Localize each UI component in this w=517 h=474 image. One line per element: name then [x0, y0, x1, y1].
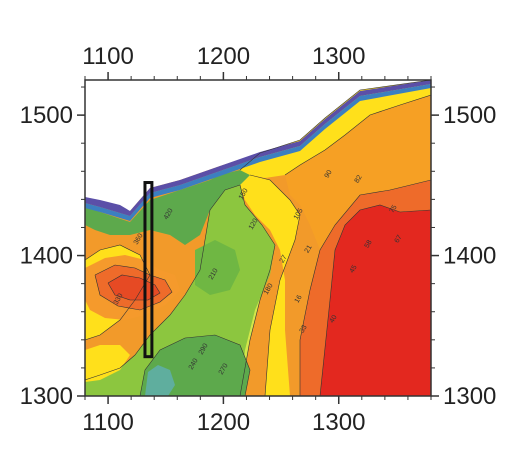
band-teal-bottom — [145, 365, 175, 396]
plot-frame — [84, 79, 432, 397]
band-darkorange-right — [300, 180, 431, 396]
x-tick-label-top: 1300 — [312, 43, 365, 70]
band-red-right — [320, 205, 431, 396]
band-darkgreen-top — [85, 170, 250, 245]
band-orange-upperright — [285, 95, 431, 250]
contour-value-label: 45 — [349, 264, 359, 274]
contour-value-label: 210 — [208, 267, 220, 281]
contour-lines — [85, 80, 431, 396]
contour-value-label: 27 — [279, 254, 289, 264]
contour-surface — [85, 80, 431, 396]
contour-value-label: 330 — [113, 292, 125, 306]
contour-value-label: 16 — [294, 294, 304, 304]
contour-value-label: 75 — [389, 204, 399, 214]
contour-value-label: 240 — [188, 357, 200, 371]
contour-value-label: 360 — [133, 232, 145, 246]
contour-value-label: 58 — [364, 239, 374, 249]
band-green-pocket — [195, 240, 240, 295]
contour-value-label: 270 — [218, 362, 230, 376]
contour-labels: 16 21 27 33 40 45 58 67 75 82 90 105 120 150 180 210 240… — [113, 169, 404, 376]
contour-value-label: 420 — [163, 207, 175, 221]
contour-value-label: 120 — [248, 217, 260, 231]
x-tick-label-bottom: 1200 — [197, 409, 250, 436]
contour-value-label: 105 — [293, 207, 305, 221]
contour-value-label: 180 — [263, 282, 275, 296]
band-red-leftcore — [108, 275, 160, 300]
contour-value-label: 21 — [304, 244, 314, 254]
y-tick-label-left: 1400 — [20, 243, 73, 270]
highlight-box — [143, 181, 154, 359]
contour-value-label: 40 — [329, 314, 339, 324]
axes: 1100 1100 1200 1200 1300 1300 1300 1300 1400 1400… — [20, 43, 497, 436]
contour-value-label: 82 — [354, 174, 364, 184]
band-yellow-ridge — [240, 175, 300, 396]
contour-value-label: 90 — [324, 169, 334, 179]
x-tick-label-top: 1200 — [197, 43, 250, 70]
contour-value-label: 33 — [299, 324, 309, 334]
contour-value-label: 67 — [394, 234, 404, 244]
contour-value-label: 150 — [238, 187, 250, 201]
x-tick-label-bottom: 1100 — [82, 409, 134, 436]
x-tick-label-bottom: 1300 — [312, 409, 365, 436]
y-tick-label-right: 1400 — [443, 243, 496, 270]
y-tick-label-right: 1500 — [443, 102, 496, 129]
contour-value-label: 290 — [198, 342, 210, 356]
y-tick-label-right: 1300 — [443, 383, 496, 410]
x-tick-label-top: 1100 — [82, 43, 134, 70]
band-yellow-lowerleft — [85, 345, 130, 382]
y-tick-label-left: 1300 — [20, 383, 73, 410]
y-tick-label-left: 1500 — [20, 102, 73, 129]
